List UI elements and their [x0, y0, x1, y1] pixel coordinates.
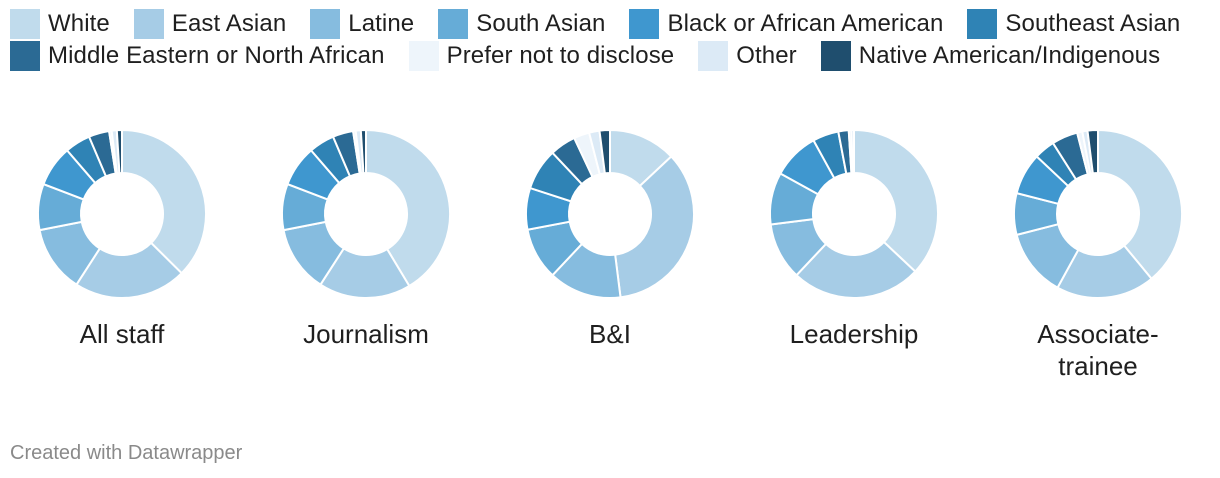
donut-slice	[365, 128, 451, 288]
legend-row-1: White East Asian Latine South Asian Blac…	[10, 8, 1210, 40]
panel-title-associate-trainee: Associate- trainee	[1037, 319, 1159, 381]
donut-slice	[795, 240, 917, 299]
donut-slice	[1086, 128, 1099, 175]
panel-title-journalism: Journalism	[303, 319, 429, 349]
panel-title-leadership: Leadership	[789, 319, 919, 349]
donut-slice	[853, 128, 939, 273]
legend-label-prefer-not-to-disclose: Prefer not to disclose	[446, 42, 675, 69]
legend-swatch-other	[698, 41, 729, 71]
legend-item: Other	[698, 41, 797, 71]
legend-swatch-latine	[310, 9, 341, 39]
legend-item: Black or African American	[629, 9, 943, 39]
legend-label-southeast-asian: Southeast Asian	[1005, 10, 1181, 37]
legend-swatch-east-asian	[133, 9, 164, 39]
legend-item: White	[10, 9, 110, 39]
legend-label-black-or-african-american: Black or African American	[667, 10, 944, 37]
legend-label-south-asian: South Asian	[476, 10, 606, 37]
legend-item: Southeast Asian	[967, 9, 1180, 39]
legend-swatch-black-or-african-american	[629, 9, 660, 39]
legend-swatch-southeast-asian	[967, 9, 998, 39]
legend-swatch-south-asian	[438, 9, 469, 39]
legend-swatch-middle-eastern-or-north-african	[10, 41, 40, 71]
footer-credit: Created with Datawrapper	[10, 442, 243, 464]
legend-label-latine: Latine	[348, 10, 415, 37]
donut-slice	[614, 155, 695, 299]
legend-label-east-asian: East Asian	[171, 10, 287, 37]
legend-label-white: White	[48, 10, 110, 37]
legend-item: Middle Eastern or North African	[10, 41, 385, 71]
donut-slice	[121, 128, 207, 275]
donut-slice	[115, 128, 123, 175]
legend-swatch-native-american-indigenous	[820, 41, 851, 71]
legend: White East Asian Latine South Asian Blac…	[10, 8, 1210, 72]
legend-item: Latine	[310, 9, 414, 39]
legend-label-middle-eastern-or-north-african: Middle Eastern or North African	[48, 42, 385, 69]
donut-slice	[1097, 128, 1183, 281]
panel-title-b-and-i: B&I	[589, 319, 631, 349]
legend-item: Prefer not to disclose	[408, 41, 675, 71]
donut-slice	[850, 128, 855, 175]
legend-label-native-american-indigenous: Native American/Indigenous	[858, 42, 1161, 69]
panel-title-all-staff: All staff	[79, 319, 165, 349]
legend-row-2: Middle Eastern or North African Prefer n…	[10, 40, 1210, 72]
legend-swatch-prefer-not-to-disclose	[408, 41, 439, 71]
legend-item: East Asian	[133, 9, 287, 39]
legend-swatch-white	[10, 9, 40, 39]
donut-slice	[359, 128, 367, 175]
legend-label-other: Other	[736, 42, 797, 69]
donut-slice	[598, 128, 611, 175]
legend-item: South Asian	[438, 9, 605, 39]
legend-item: Native American/Indigenous	[820, 41, 1161, 71]
